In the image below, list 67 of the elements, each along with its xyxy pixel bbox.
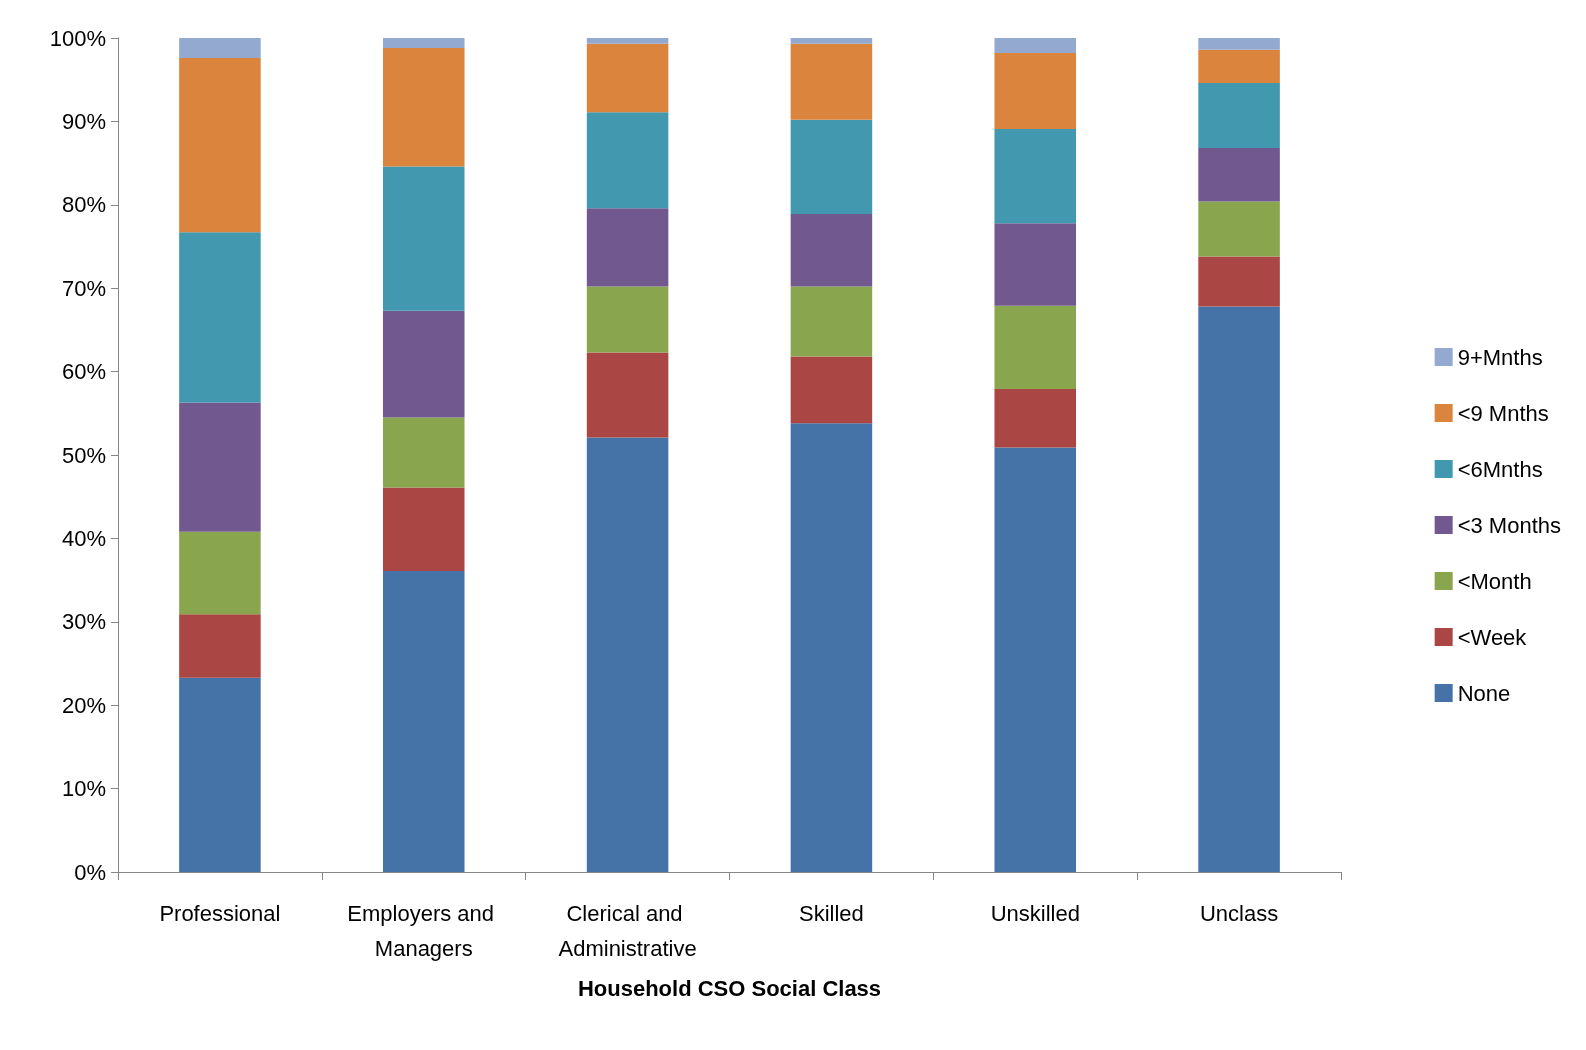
bar: [994, 128, 1077, 224]
bar: [586, 437, 669, 872]
x-tick-label: Skilled: [799, 901, 864, 926]
bar: [790, 286, 873, 357]
bar: [179, 614, 261, 678]
bar: [382, 48, 465, 167]
bar: [382, 417, 465, 488]
x-tick-label: Professional: [159, 901, 281, 926]
legend-label: 9+Mnths: [1457, 344, 1543, 370]
bar: [586, 208, 669, 287]
y-tick-label: 90%: [61, 108, 106, 134]
legend-label: <9 Mnths: [1457, 400, 1549, 426]
bar: [790, 356, 873, 424]
bar: [586, 352, 669, 438]
bar: [179, 531, 261, 615]
bar: [586, 286, 669, 353]
y-tick-label: 80%: [61, 192, 106, 218]
bar: [1198, 83, 1280, 149]
bar: [994, 223, 1077, 306]
y-tick-label: 30%: [61, 609, 106, 635]
bar: [790, 423, 873, 872]
bar: [1198, 49, 1280, 84]
y-tick-label: 50%: [61, 442, 106, 468]
legend-label: <Week: [1457, 624, 1528, 650]
bar: [790, 213, 873, 287]
bar: [1198, 148, 1280, 202]
x-tick-label: Unskilled: [990, 901, 1080, 926]
bar: [790, 38, 873, 44]
bar: [1198, 256, 1280, 307]
bar: [179, 677, 261, 872]
bar: [994, 53, 1077, 129]
bar: [179, 402, 261, 532]
bar: [994, 447, 1077, 872]
bar: [179, 38, 261, 59]
y-tick-label: 70%: [61, 275, 106, 301]
bar: [994, 389, 1077, 448]
bar: [179, 58, 261, 233]
bar: [382, 487, 465, 571]
y-tick-label: 0%: [74, 859, 106, 885]
bar: [586, 112, 669, 209]
bar: [179, 232, 261, 403]
bar: [790, 119, 873, 214]
y-tick-label: 100%: [49, 25, 106, 51]
x-tick-label: Clerical and Administrative: [558, 901, 697, 961]
bar: [994, 38, 1077, 54]
y-tick-label: 20%: [61, 692, 106, 718]
y-tick-label: 10%: [61, 776, 106, 802]
y-tick-label: 40%: [61, 525, 106, 551]
bar: [1198, 38, 1280, 50]
bar: [586, 43, 669, 113]
x-tick-label: Unclass: [1199, 901, 1279, 926]
y-tick-label: 60%: [61, 359, 106, 385]
bar: [382, 166, 465, 311]
x-tick-label: Employers and Managers: [347, 901, 501, 961]
bar: [994, 305, 1077, 390]
bar: [382, 570, 465, 872]
legend-label: <6Mnths: [1457, 456, 1543, 482]
bar: [790, 43, 873, 120]
legend-label: None: [1457, 680, 1511, 706]
bar: [382, 38, 465, 49]
legend-label: <Month: [1457, 568, 1532, 594]
x-axis-title: Household CSO Social Class: [577, 975, 882, 1001]
legend-label: <3 Months: [1457, 512, 1561, 538]
bar: [1198, 201, 1280, 257]
bar: [382, 310, 465, 418]
bar: [1198, 306, 1280, 872]
bar: [586, 38, 669, 44]
